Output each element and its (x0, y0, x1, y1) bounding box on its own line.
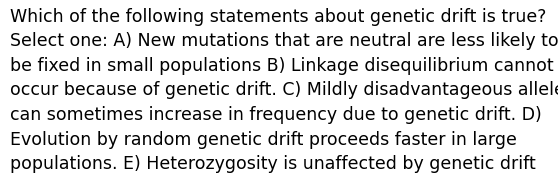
Text: populations. E) Heterozygosity is unaffected by genetic drift: populations. E) Heterozygosity is unaffe… (10, 155, 536, 173)
Text: Which of the following statements about genetic drift is true?: Which of the following statements about … (10, 8, 546, 26)
Text: be fixed in small populations B) Linkage disequilibrium cannot: be fixed in small populations B) Linkage… (10, 57, 554, 75)
Text: Evolution by random genetic drift proceeds faster in large: Evolution by random genetic drift procee… (10, 131, 517, 149)
Text: Select one: A) New mutations that are neutral are less likely to: Select one: A) New mutations that are ne… (10, 32, 558, 50)
Text: occur because of genetic drift. C) Mildly disadvantageous alleles: occur because of genetic drift. C) Mildl… (10, 81, 558, 99)
Text: can sometimes increase in frequency due to genetic drift. D): can sometimes increase in frequency due … (10, 106, 542, 124)
